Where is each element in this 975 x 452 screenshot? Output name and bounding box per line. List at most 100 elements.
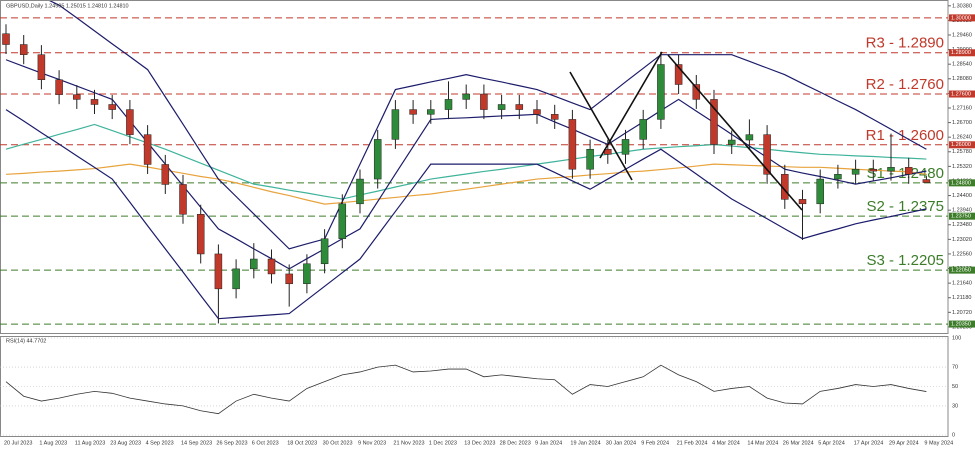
x-tick-label: 9 Nov 2023 (358, 440, 386, 446)
x-tick-label: 14 Sep 2023 (181, 440, 212, 446)
candle-body (108, 104, 116, 110)
x-tick-label: 13 Dec 2023 (464, 440, 495, 446)
candle-body (55, 79, 63, 95)
level-tag-label: 1.23750 (951, 214, 971, 220)
x-tick-label: 29 Apr 2024 (889, 440, 919, 446)
x-tick-label: 9 May 2024 (924, 440, 953, 446)
rsi-line (5, 364, 927, 415)
y-tick-label: 1.22560 (952, 251, 972, 257)
y-tick-label: 1.26240 (952, 135, 972, 141)
level-label: R3 - 1.2890 (866, 35, 944, 52)
x-tick-label: 4 Mar 2024 (712, 440, 740, 446)
x-tick-label: 1 Dec 2023 (429, 440, 457, 446)
x-tick-label: 28 Dec 2023 (500, 440, 531, 446)
candle-body (73, 94, 81, 100)
indicator-line (5, 109, 927, 320)
candle-body (161, 164, 170, 185)
level-tag-label: 1.28900 (951, 50, 971, 56)
indicator-line (5, 163, 927, 205)
chart-header: GBPUSD,Daily 1.24905 1.25015 1.24810 1.2… (6, 3, 129, 9)
level-label: R2 - 1.2760 (866, 76, 944, 93)
candle-body (320, 238, 329, 265)
x-tick-label: 4 Sep 2023 (146, 440, 174, 446)
level-tag (949, 90, 975, 98)
indicator-line (49, 1, 927, 250)
level-tag (949, 266, 975, 274)
x-tick-label: 21 Feb 2024 (677, 440, 708, 446)
candle-body (37, 54, 46, 80)
level-tag (949, 14, 975, 22)
rsi-tick-label: 0 (952, 432, 955, 438)
candle-body (816, 178, 824, 205)
candle-body (710, 99, 718, 145)
candle-body (143, 134, 152, 165)
y-tick-label: 1.28080 (952, 76, 972, 82)
y-tick-label: 1.24400 (952, 193, 972, 199)
candle-body (267, 258, 276, 275)
candle-body (869, 168, 878, 172)
candle-body (303, 263, 311, 285)
candle-body (834, 174, 842, 180)
candle-body (2, 33, 10, 45)
candle-body (763, 134, 771, 175)
y-tick-label: 1.28540 (952, 62, 972, 68)
candle-body (373, 139, 382, 180)
trendline (599, 51, 663, 159)
x-tick-label: 9 Jan 2024 (535, 440, 562, 446)
x-tick-label: 1 Aug 2023 (39, 440, 67, 446)
rsi-tick-label: 70 (952, 365, 958, 371)
x-tick-label: 19 Jan 2024 (570, 440, 600, 446)
candle-body (356, 178, 364, 205)
candle-body (232, 268, 240, 290)
level-tag-label: 1.27600 (951, 91, 971, 97)
x-tick-label: 17 Apr 2024 (854, 440, 884, 446)
x-tick-label: 14 Mar 2024 (747, 440, 778, 446)
candle-body (798, 199, 807, 205)
candle-body (409, 109, 417, 115)
x-tick-label: 21 Nov 2023 (393, 440, 424, 446)
x-tick-label: 5 Apr 2024 (818, 440, 845, 446)
candle-body (391, 109, 400, 140)
x-tick-label: 6 Oct 2023 (252, 440, 279, 446)
candle-body (887, 167, 895, 172)
candle-body (515, 104, 524, 110)
candle-body (904, 167, 913, 175)
y-tick-label: 1.29460 (952, 32, 972, 38)
candle-body (727, 139, 736, 145)
level-tag (949, 212, 975, 220)
y-tick-label: 1.25780 (952, 149, 972, 155)
candle-body (250, 258, 258, 270)
y-tick-label: 1.21640 (952, 281, 972, 287)
candle-body (497, 104, 506, 110)
level-label: R1 - 1.2600 (866, 127, 944, 144)
y-tick-label: 1.25320 (952, 164, 972, 170)
rsi-tick-label: 50 (952, 384, 958, 390)
candle-body (444, 99, 453, 110)
y-tick-label: 1.26700 (952, 120, 972, 126)
rsi-title: RSI(14) 44.7702 (6, 338, 46, 344)
candle-body (568, 119, 577, 170)
candle-body (179, 184, 187, 215)
candle-body (90, 99, 99, 105)
x-tick-label: 26 Sep 2023 (216, 440, 247, 446)
indicator-line (5, 59, 927, 270)
x-tick-label: 11 Aug 2023 (75, 440, 105, 446)
candle-body (533, 109, 541, 115)
candle-body (126, 109, 134, 135)
candle-body (19, 44, 28, 55)
level-tag-label: 1.26000 (951, 142, 971, 148)
candle-body (657, 64, 665, 120)
level-tag (949, 320, 975, 328)
rsi-tick-label: 30 (952, 403, 958, 409)
x-tick-label: 26 Mar 2024 (783, 440, 814, 446)
trendline (569, 71, 633, 181)
x-tick-label: 30 Oct 2023 (323, 440, 353, 446)
candle-body (196, 214, 205, 255)
level-tag-label: 1.24800 (951, 180, 971, 186)
rsi-tick-label: 100 (952, 335, 961, 341)
candle-body (621, 139, 630, 155)
y-tick-label: 1.21180 (952, 295, 971, 301)
x-tick-label: 18 Oct 2023 (287, 440, 317, 446)
candle-body (586, 148, 594, 170)
candle-body (462, 93, 470, 100)
